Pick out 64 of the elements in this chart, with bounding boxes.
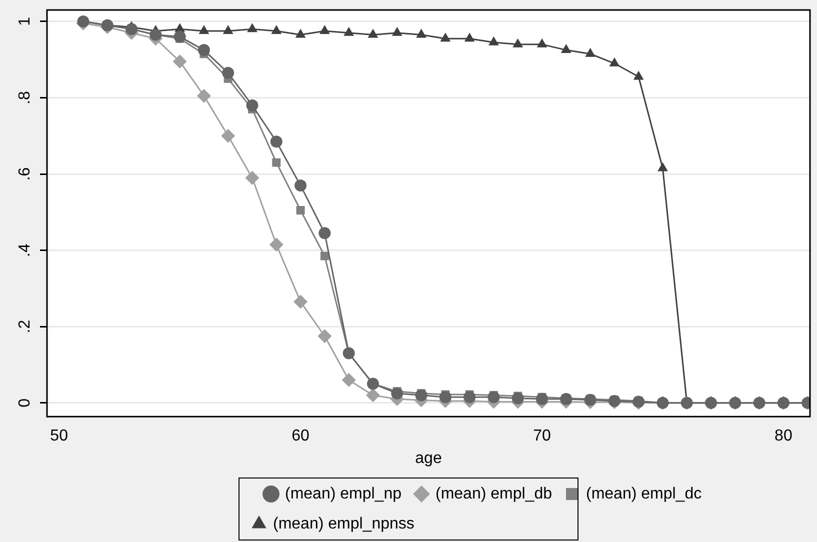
- point: [585, 48, 596, 57]
- y-tick-label: 1: [16, 16, 34, 26]
- point: [415, 389, 428, 402]
- point: [633, 70, 644, 80]
- point: [512, 392, 524, 404]
- point: [464, 391, 476, 404]
- point: [609, 57, 620, 66]
- legend-label: (mean) empl_np: [285, 485, 402, 502]
- legend-label: (mean) empl_db: [436, 485, 552, 502]
- point: [271, 24, 282, 34]
- point: [247, 23, 258, 32]
- point: [439, 391, 452, 404]
- point: [295, 28, 306, 38]
- point: [294, 179, 307, 192]
- y-tick-label: 0: [16, 398, 34, 408]
- point: [658, 162, 668, 172]
- x-tick-label: 80: [774, 428, 792, 445]
- point: [319, 24, 330, 34]
- x-tick-label: 50: [50, 428, 68, 445]
- point: [174, 30, 186, 43]
- y-tick-label: .6: [16, 167, 34, 181]
- point: [366, 388, 380, 402]
- point: [342, 372, 356, 387]
- point: [245, 170, 260, 185]
- point: [368, 28, 378, 38]
- y-tick-label: .8: [16, 90, 34, 104]
- point: [584, 394, 596, 406]
- point: [270, 136, 282, 148]
- point: [269, 238, 284, 252]
- point: [536, 38, 548, 48]
- point: [318, 227, 331, 240]
- x-tick-label: 60: [292, 428, 310, 445]
- legend-label: (mean) empl_dc: [586, 485, 702, 502]
- y-tick-label: .4: [16, 244, 34, 257]
- point: [344, 26, 354, 36]
- point: [464, 32, 475, 42]
- point: [440, 32, 451, 42]
- point: [536, 393, 548, 406]
- x-axis-title: age: [415, 450, 442, 467]
- point: [608, 394, 620, 407]
- point: [246, 99, 258, 112]
- point: [198, 44, 210, 56]
- x-tick-label: 70: [533, 428, 551, 445]
- legend-label: (mean) empl_npnss: [273, 515, 414, 532]
- point: [222, 66, 234, 79]
- point: [294, 294, 308, 309]
- point: [222, 24, 234, 34]
- point: [560, 393, 572, 406]
- y-tick-label: .2: [16, 320, 34, 334]
- point: [488, 391, 500, 404]
- point: [392, 26, 402, 36]
- point: [198, 24, 210, 34]
- point: [196, 88, 211, 103]
- point: [488, 36, 499, 46]
- point: [172, 54, 187, 68]
- point: [320, 252, 329, 260]
- point: [391, 387, 404, 400]
- point: [272, 158, 281, 167]
- point: [512, 38, 524, 48]
- point: [560, 44, 572, 54]
- point: [296, 206, 305, 214]
- point: [416, 28, 426, 38]
- point: [318, 329, 332, 344]
- point: [221, 128, 236, 143]
